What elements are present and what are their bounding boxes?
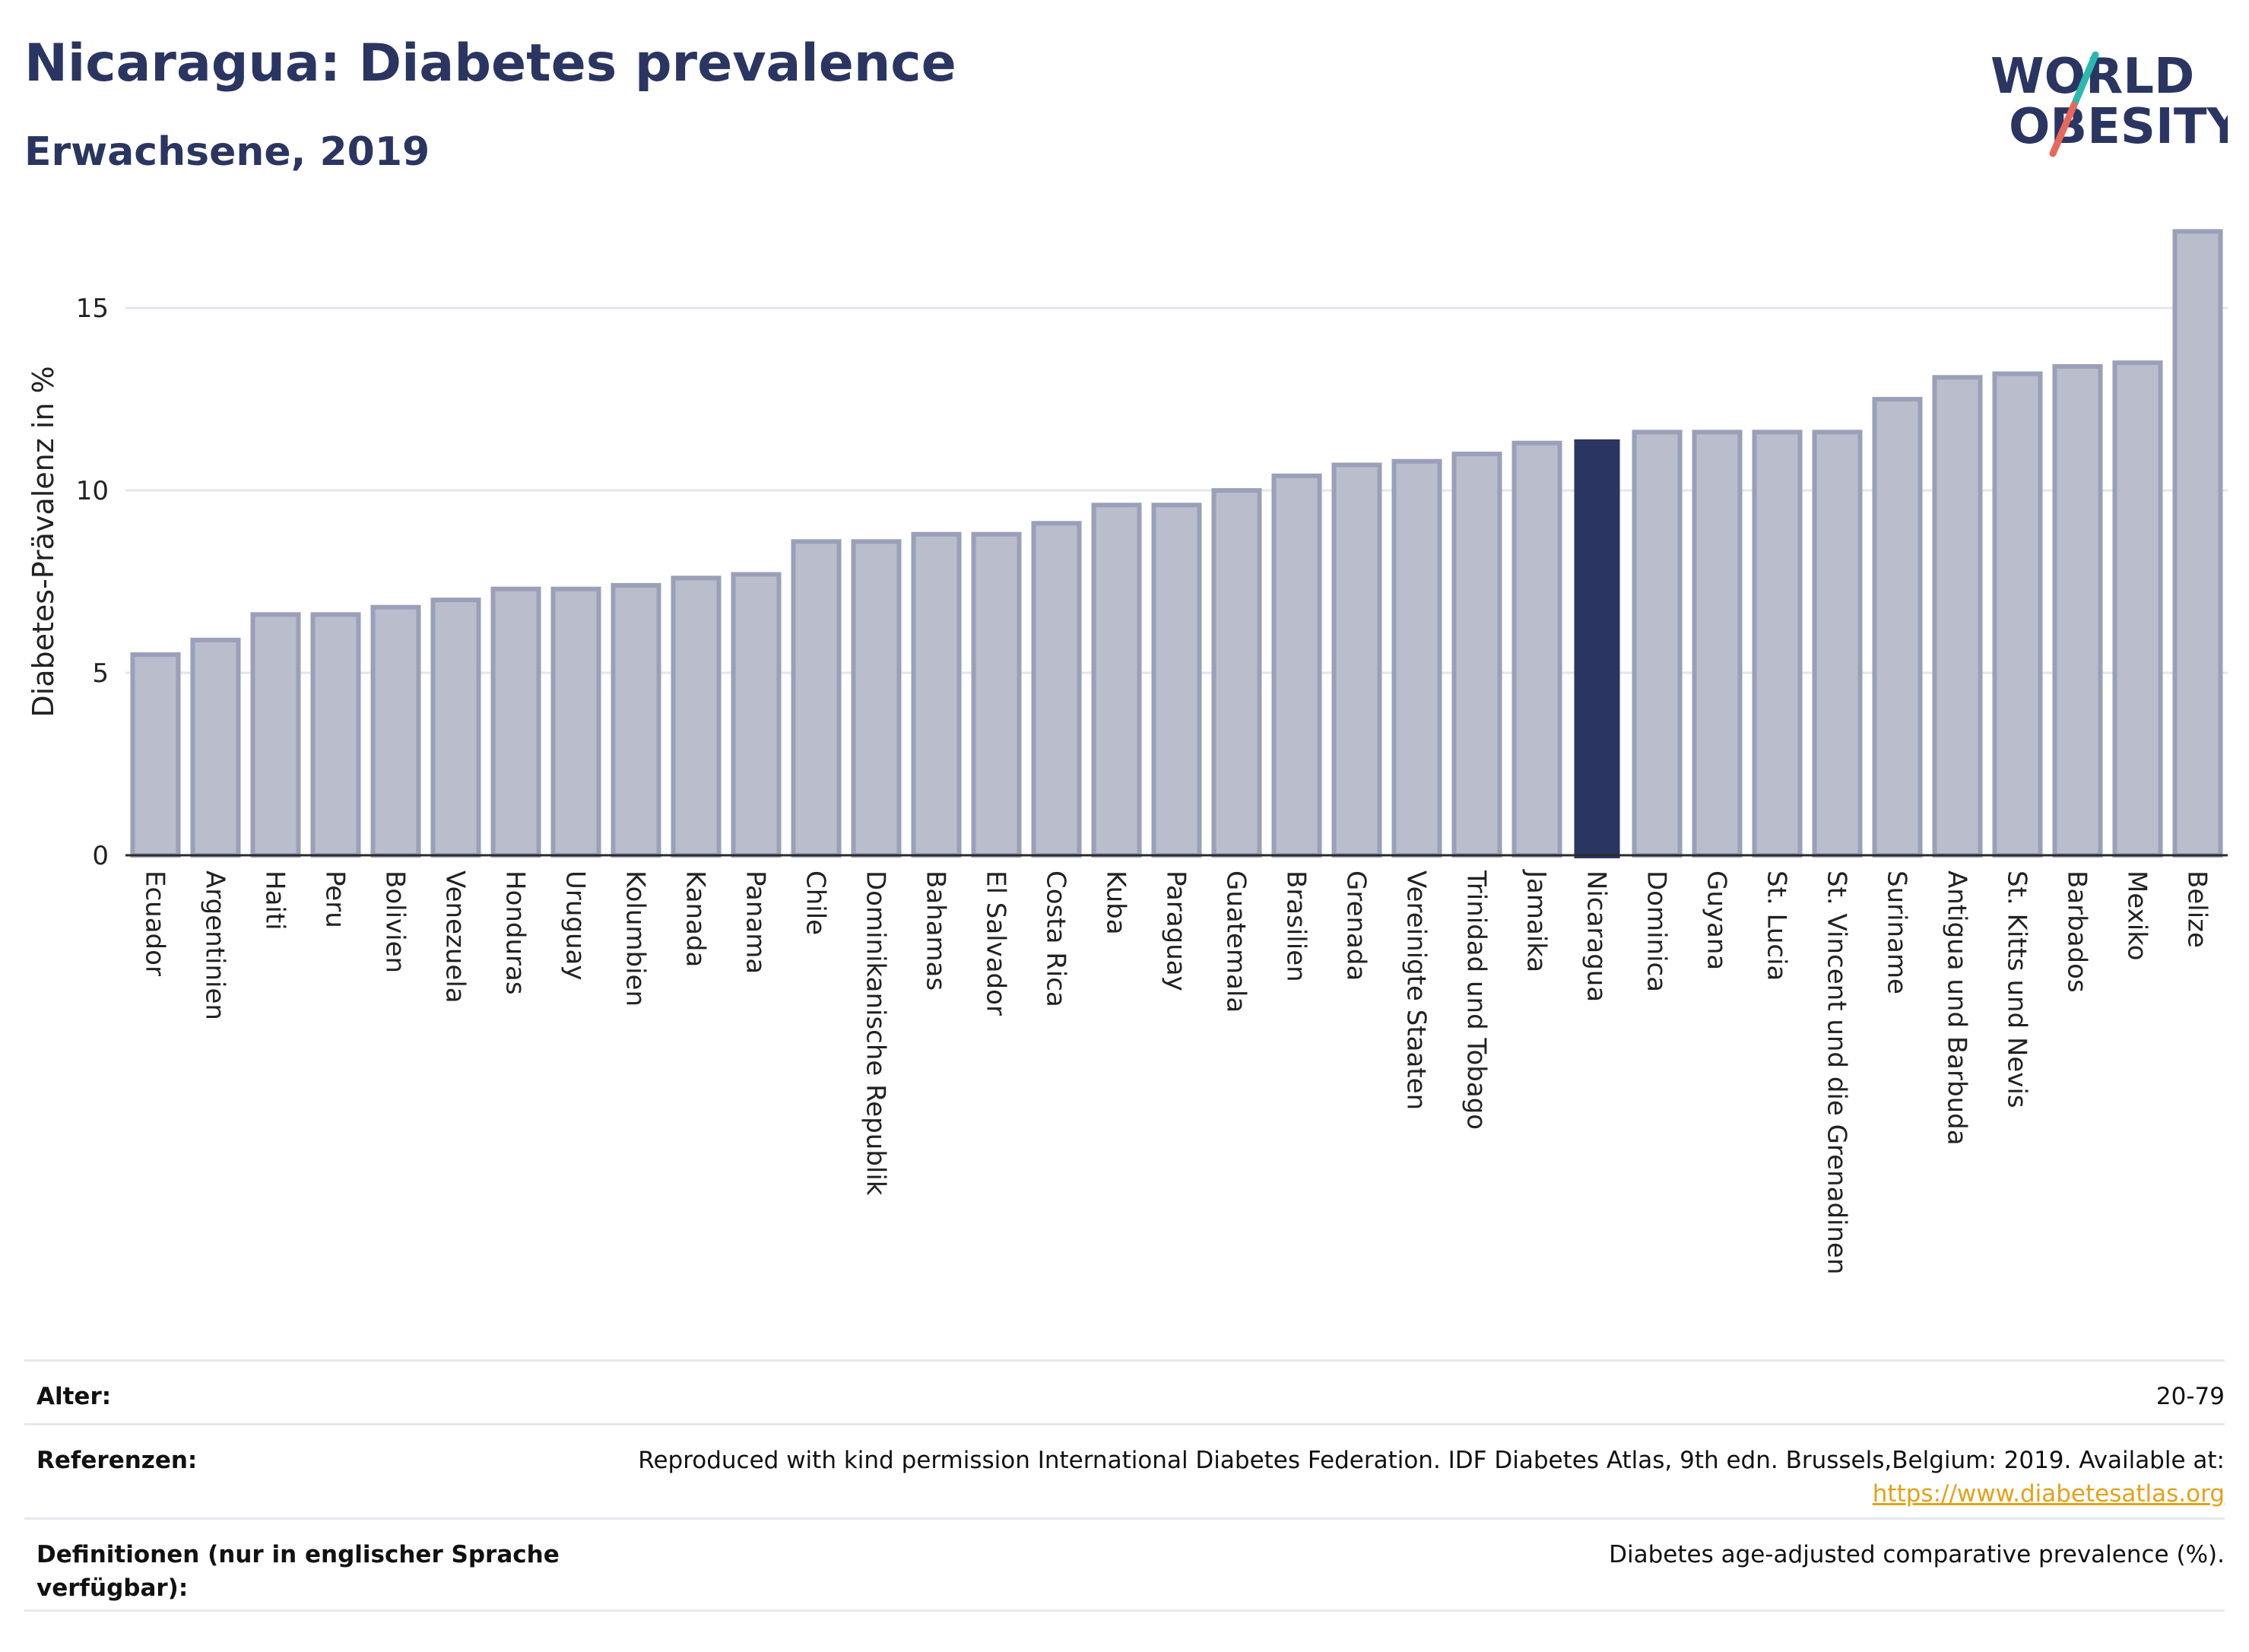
- bar-el-salvador: [971, 531, 1022, 858]
- bar-grenada: [1331, 462, 1382, 858]
- y-axis-label: Diabetes-Prävalenz in %: [27, 366, 60, 717]
- bar-dominica: [1632, 430, 1683, 858]
- x-tick-label: Guyana: [1702, 870, 1732, 970]
- x-tick-label: Dominica: [1642, 870, 1672, 992]
- x-tick-label: Chile: [801, 870, 831, 935]
- x-tick-label: Bolivien: [380, 870, 411, 973]
- logo-word-obesity: OBESITY: [2009, 99, 2228, 155]
- y-tick-label: 10: [76, 476, 109, 506]
- bar-ecuador: [130, 652, 181, 858]
- bar-costa-rica: [1031, 521, 1082, 858]
- x-tick-label: Antigua und Barbuda: [1942, 870, 1972, 1146]
- bar-kolumbien: [611, 582, 661, 858]
- bar-st-lucia: [1752, 430, 1803, 858]
- metadata-table: Alter: 20-79 Referenzen: Reproduced with…: [24, 1359, 2225, 1612]
- y-tick-label: 5: [92, 658, 109, 689]
- x-tick-label: Belize: [2182, 870, 2213, 948]
- x-tick-label: Jamaika: [1521, 869, 1552, 972]
- bar-jamaika: [1511, 440, 1562, 858]
- chart-subtitle: Erwachsene, 2019: [24, 129, 430, 175]
- bar-dominikanische-republik: [851, 539, 902, 858]
- x-tick-label: Kolumbien: [620, 870, 651, 1007]
- x-tick-label: St. Kitts und Nevis: [2002, 870, 2032, 1108]
- x-tick-label: Dominikanische Republik: [861, 870, 891, 1196]
- bar-nicaragua: [1574, 439, 1620, 858]
- x-tick-label: Vereinigte Staaten: [1401, 870, 1432, 1110]
- x-tick-label: Panama: [741, 870, 771, 974]
- meta-row-definitions: Definitionen (nur in englischer Sprache …: [24, 1517, 2225, 1612]
- bar-uruguay: [550, 586, 601, 858]
- y-tick-label: 0: [92, 841, 109, 871]
- x-tick-label: Costa Rica: [1041, 870, 1071, 1007]
- meta-row-references: Referenzen: Reproduced with kind permiss…: [24, 1423, 2225, 1517]
- bar-chart: 0 5 10 15 Diabetes-Prävalenz in % Ecuador Arge…: [27, 229, 2228, 1275]
- x-tick-label: Venezuela: [440, 870, 471, 1004]
- meta-label-definitions: Definitionen (nur in englischer Sprache …: [36, 1541, 560, 1602]
- bar-guyana: [1692, 430, 1743, 858]
- bar-panama: [731, 572, 782, 858]
- x-tick-label: Uruguay: [560, 870, 591, 981]
- x-tick-label: Ecuador: [140, 870, 170, 976]
- x-tick-label: Mexiko: [2122, 870, 2152, 961]
- bar-st-kitts-und-nevis: [1992, 371, 2043, 858]
- x-tick-label: Peru: [320, 870, 351, 928]
- x-tick-label: Barbados: [2062, 870, 2092, 993]
- bar-vereinigte-staaten: [1391, 458, 1442, 858]
- bar-barbados: [2052, 363, 2103, 858]
- bar-haiti: [250, 612, 301, 858]
- world-obesity-logo: WORLD OBESITY: [1990, 49, 2228, 157]
- x-tick-label: Paraguay: [1161, 870, 1191, 991]
- x-tick-label: Trinidad und Tobago: [1461, 870, 1492, 1130]
- bar-argentinien: [190, 637, 241, 858]
- diabetesatlas-link[interactable]: https://www.diabetesatlas.org: [1872, 1480, 2225, 1508]
- bar-kuba: [1091, 503, 1142, 858]
- x-tick-label: Honduras: [500, 870, 531, 995]
- meta-value-age: 20-79: [2155, 1383, 2225, 1410]
- bar-trinidad-und-tobago: [1451, 452, 1502, 858]
- x-tick-label: Grenada: [1341, 870, 1372, 981]
- x-tick-label: Kuba: [1101, 870, 1131, 935]
- bar-peru: [310, 612, 361, 858]
- x-tick-label: Argentinien: [200, 870, 230, 1020]
- bar-bolivien: [370, 604, 421, 858]
- bar-belize: [2172, 229, 2223, 858]
- meta-row-age: Alter: 20-79: [24, 1359, 2225, 1423]
- bar-paraguay: [1151, 503, 1202, 858]
- logo-slash-bottom: [2049, 101, 2078, 157]
- y-tick-label: 15: [76, 293, 109, 324]
- logo-slash-top: [2070, 51, 2099, 109]
- x-tick-label: El Salvador: [981, 870, 1011, 1016]
- bar-chile: [791, 539, 842, 858]
- x-tick-label: Brasilien: [1281, 870, 1312, 982]
- x-tick-label: Guatemala: [1221, 870, 1251, 1013]
- bar-antigua-und-barbuda: [1932, 375, 1983, 858]
- x-tick-label: Suriname: [1882, 870, 1912, 994]
- bar-guatemala: [1211, 488, 1262, 858]
- meta-value-definitions: Diabetes age-adjusted comparative preval…: [1609, 1541, 2225, 1568]
- meta-value-references: Reproduced with kind permission Internat…: [638, 1447, 2225, 1474]
- x-tick-label: St. Vincent und die Grenadinen: [1822, 870, 1852, 1275]
- x-tick-label: Kanada: [680, 870, 711, 967]
- chart-title: Nicaragua: Diabetes prevalence: [24, 33, 956, 94]
- bar-st-vincent-und-die-grenadinen: [1812, 430, 1863, 858]
- x-tick-label: Haiti: [260, 870, 290, 931]
- bar-venezuela: [430, 598, 481, 858]
- meta-label-references: Referenzen:: [36, 1447, 198, 1474]
- bar-honduras: [490, 586, 541, 858]
- x-tick-label: Nicaragua: [1581, 870, 1612, 1002]
- meta-label-age: Alter:: [36, 1383, 112, 1410]
- bar-mexiko: [2112, 360, 2163, 858]
- bar-suriname: [1872, 397, 1923, 858]
- bar-kanada: [671, 576, 722, 858]
- bar-brasilien: [1271, 473, 1322, 858]
- x-tick-label: St. Lucia: [1762, 870, 1792, 981]
- bar-bahamas: [911, 531, 962, 858]
- x-tick-label: Bahamas: [921, 870, 951, 991]
